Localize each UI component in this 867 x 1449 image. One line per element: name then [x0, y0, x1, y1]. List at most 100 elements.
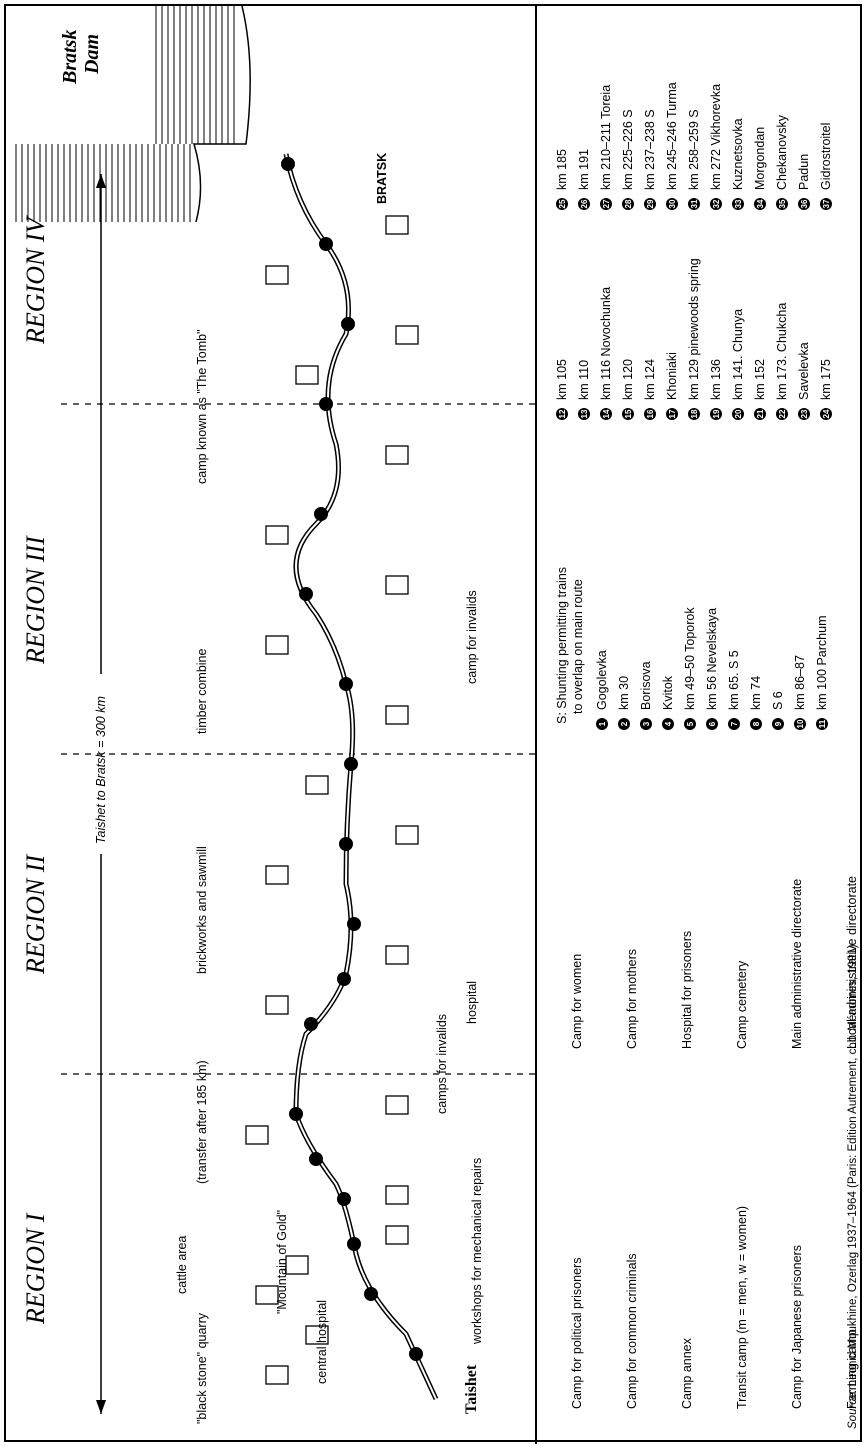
station-label-26: km 191: [577, 149, 591, 190]
station-number-9: 9: [774, 721, 783, 726]
station-marker-37: [820, 198, 832, 210]
station-marker-23: [798, 408, 810, 420]
station-label-7: km 65. S 5: [727, 650, 741, 710]
station-number-36: 36: [800, 199, 809, 208]
station-number-32: 32: [712, 199, 721, 208]
region-3-title: REGION III: [21, 535, 50, 665]
station-label-33: Kuznetsovka: [731, 118, 745, 190]
legend-shunting-note-2: to overlap on main route: [571, 579, 585, 714]
legend-cemetery: Camp cemetery: [735, 960, 749, 1049]
station-number-21: 21: [756, 409, 765, 418]
label-workshops: workshops for mechanical repairs: [470, 1158, 484, 1345]
station-number-15: 15: [624, 409, 633, 418]
bratsk-reservoir: Bratsk Dam: [6, 5, 256, 224]
station-label-35: Chekanovsky: [775, 114, 789, 190]
station-label-1: Gogolevka: [595, 650, 609, 710]
station-label-28: km 225–226 S: [621, 109, 635, 190]
legend-main-admin: Main administrative directorate: [790, 879, 804, 1049]
station-marker-12: [556, 408, 568, 420]
camp-boxes: [245, 215, 419, 1385]
station-number-22: 22: [778, 409, 787, 418]
legend-japanese: Camp for Japanese prisoners: [790, 1245, 804, 1409]
station-label-22: km 173. Chukcha: [775, 303, 789, 400]
station-number-5: 5: [686, 721, 695, 726]
station-number-26: 26: [580, 199, 589, 208]
station-number-20: 20: [734, 409, 743, 418]
station-marker-20: [732, 408, 744, 420]
legend-annex: Camp annex: [680, 1337, 694, 1409]
station-label-31: km 258–259 S: [687, 109, 701, 190]
station-marker-30: [666, 198, 678, 210]
station-marker-33: [732, 198, 744, 210]
station-marker-9: [772, 718, 784, 730]
station-marker-13: [578, 408, 590, 420]
station-marker-3: [640, 718, 652, 730]
station-marker-35: [776, 198, 788, 210]
station-label-25: km 185: [555, 149, 569, 190]
station-marker-7: [728, 718, 740, 730]
label-cattle-area: cattle area: [175, 1236, 189, 1294]
station-number-27: 27: [602, 199, 611, 208]
station-marker-34: [754, 198, 766, 210]
source-text: Leonid Moukhine, Ozerlag 1937–1964 (Pari…: [847, 944, 859, 1389]
shunting-stations: [281, 157, 423, 1361]
station-marker-19: [710, 408, 722, 420]
label-brickworks: brickworks and sawmill: [195, 846, 209, 974]
stations-col-3: 25 km 185 26 km 191 27 km 210–211 Toreia 28 km …: [555, 82, 833, 210]
station-marker-17: [666, 408, 678, 420]
map-svg: Bratsk Dam REGION I REGION II REGION III…: [6, 5, 859, 1444]
station-number-2: 2: [620, 721, 629, 726]
station-number-7: 7: [730, 721, 739, 726]
station-marker-4: [662, 718, 674, 730]
station-marker-11: [816, 718, 828, 730]
station-number-18: 18: [690, 409, 699, 418]
station-number-6: 6: [708, 721, 717, 726]
station-label-16: km 124: [643, 359, 657, 400]
station-number-12: 12: [558, 409, 567, 418]
station-marker-36: [798, 198, 810, 210]
station-number-8: 8: [752, 721, 761, 726]
station-label-6: km 56 Nevelskaya: [705, 608, 719, 710]
station-label-20: km 141. Chunya: [731, 309, 745, 400]
bratsk-dam-label-2: Dam: [81, 34, 103, 75]
station-number-29: 29: [646, 199, 655, 208]
station-number-4: 4: [664, 721, 673, 726]
station-label-14: km 116 Novochunka: [599, 287, 613, 400]
label-mountain-of-gold: "Mountain of Gold": [275, 1210, 289, 1314]
station-label-24: km 175: [819, 359, 833, 400]
station-marker-6: [706, 718, 718, 730]
station-label-17: Khoniaki: [665, 352, 679, 400]
source-line: Source: Leonid Moukhine, Ozerlag 1937–19…: [847, 944, 859, 1429]
station-number-10: 10: [796, 719, 805, 728]
station-marker-24: [820, 408, 832, 420]
station-label-10: km 86–87: [793, 655, 807, 710]
map-frame: Bratsk Dam REGION I REGION II REGION III…: [4, 4, 862, 1444]
station-number-31: 31: [690, 199, 699, 208]
region-1-title: REGION I: [21, 1212, 50, 1325]
label-the-tomb: camp known as "The Tomb": [195, 329, 209, 484]
label-camp-for-invalids: camp for invalids: [465, 590, 479, 684]
station-label-37: Gidrostroitel: [819, 123, 833, 190]
station-marker-22: [776, 408, 788, 420]
station-marker-5: [684, 718, 696, 730]
legend-mothers: Camp for mothers: [625, 949, 639, 1049]
station-label-32: km 272 Vikhorevka: [709, 84, 723, 190]
station-label-23: Savelevka: [797, 342, 811, 400]
station-number-16: 16: [646, 409, 655, 418]
station-marker-28: [622, 198, 634, 210]
station-marker-27: [600, 198, 612, 210]
label-camps-for-invalids: camps for invalids: [435, 1014, 449, 1114]
legend-women: Camp for women: [570, 954, 584, 1049]
station-number-23: 23: [800, 409, 809, 418]
station-label-21: km 152: [753, 359, 767, 400]
station-marker-8: [750, 718, 762, 730]
label-bratsk: BRATSK: [375, 153, 389, 204]
station-number-35: 35: [778, 199, 787, 208]
station-marker-26: [578, 198, 590, 210]
source-prefix: Source:: [847, 1389, 859, 1429]
station-marker-1: [596, 718, 608, 730]
station-marker-16: [644, 408, 656, 420]
station-label-4: Kvitok: [661, 675, 675, 710]
station-marker-10: [794, 718, 806, 730]
station-marker-25: [556, 198, 568, 210]
